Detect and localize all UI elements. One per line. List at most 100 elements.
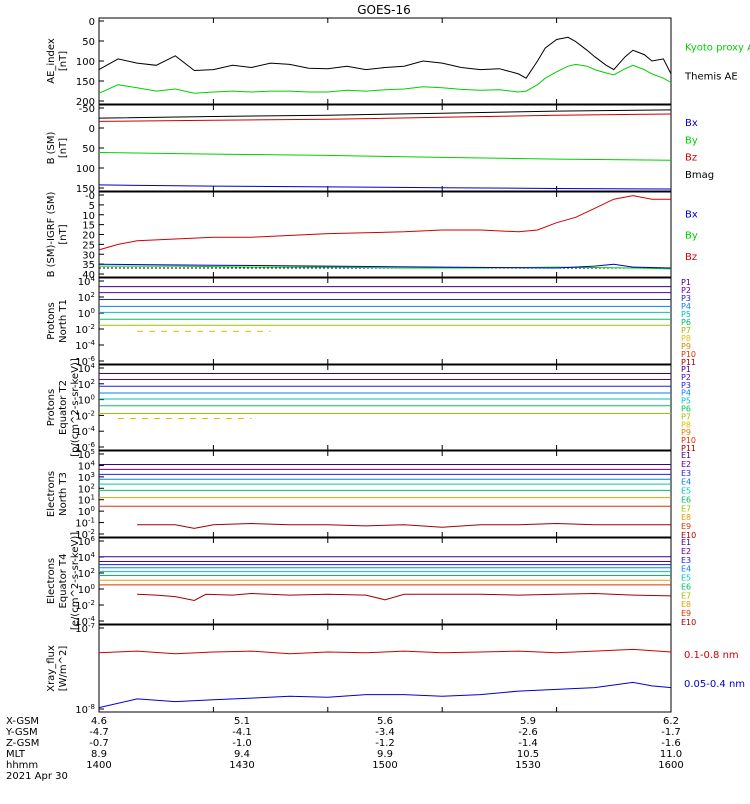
legend-p4: P4: [681, 389, 691, 398]
legend-p10: P10: [681, 436, 696, 445]
y-tick-label: 10-4: [75, 425, 95, 438]
legend-p11: P11: [681, 444, 696, 453]
legend-bx: Bx: [685, 118, 698, 129]
legend-by: By: [685, 135, 698, 146]
y-tick-label: 35: [82, 260, 95, 271]
series-line-0-05-0-4-nm: [98, 681, 672, 709]
x-row-value: 1530: [515, 760, 540, 771]
series-line-bx: [98, 184, 672, 190]
legend-e7: E7: [681, 504, 691, 513]
x-row-value: 10.5: [517, 749, 539, 760]
legend-e5: E5: [681, 574, 691, 583]
y-tick-label: 102: [78, 291, 95, 304]
legend-0-1-0-8-nm: 0.1-0.8 nm: [684, 650, 739, 661]
legend-p7: P7: [681, 412, 691, 421]
y-tick-label: 10-2: [75, 528, 95, 541]
y-tick-label: 0: [89, 17, 95, 28]
legend-themis-ae: Themis AE: [684, 71, 738, 82]
legend-p3: P3: [681, 381, 691, 390]
legend-p7: P7: [681, 326, 691, 335]
y-axis-unit: [nT]: [58, 51, 69, 71]
y-tick-label: 40: [82, 270, 95, 281]
plot-title: GOES-16: [357, 3, 411, 17]
y-axis-label: Protons: [46, 302, 57, 339]
legend-e4: E4: [681, 478, 691, 487]
y-tick-label: 104: [78, 275, 96, 288]
legend-p11: P11: [681, 358, 696, 367]
y-tick-label: 10-2: [75, 599, 95, 612]
panel-7: 106 104 102 100 10-2 10-4 Electrons Equator T4[…: [46, 532, 696, 630]
x-row-value: 5.6: [377, 716, 393, 727]
legend-p10: P10: [681, 350, 696, 359]
panel-1: 0 50 100 150 200 AE_index[nT] Kyoto proxy AE Th…: [46, 17, 750, 108]
legend-p6: P6: [681, 318, 691, 327]
y-axis-unit: [p/(cm^2-s-sr-keV)]: [70, 358, 81, 457]
legend-p2: P2: [681, 286, 691, 295]
y-axis-label: Protons: [46, 389, 57, 426]
series-line-bx: [98, 263, 672, 269]
x-row-label-z-gsm: Z-GSM: [6, 738, 39, 749]
y-tick-label: -50: [79, 104, 95, 115]
y-tick-label: 200: [76, 97, 95, 108]
legend-bx: Bx: [685, 209, 698, 220]
legend-e10: E10: [681, 618, 696, 627]
y-tick-label: 104: [78, 459, 96, 472]
panel-frame: [98, 191, 672, 278]
x-row-value: -1.2: [375, 738, 395, 749]
legend-p5: P5: [681, 397, 691, 406]
channel-line-noisy: [137, 592, 672, 602]
panel-frame: [98, 450, 672, 538]
legend-e8: E8: [681, 600, 691, 609]
x-row-label-y-gsm: Y-GSM: [5, 727, 38, 738]
legend-p6: P6: [681, 405, 691, 414]
y-tick-label: 10-8: [75, 703, 95, 716]
y-tick-label: 105: [78, 448, 95, 461]
legend-e1: E1: [681, 451, 691, 460]
y-tick-label: 103: [78, 471, 95, 484]
y-tick-label: 102: [78, 482, 95, 495]
channel-line-noisy: [137, 522, 671, 529]
legend-by: By: [685, 231, 698, 242]
series-line-by: [98, 152, 672, 161]
legend-e5: E5: [681, 487, 691, 496]
y-tick-label: 104: [78, 551, 96, 564]
x-row-value: 1500: [372, 760, 397, 771]
y-tick-label: 104: [78, 362, 96, 375]
y-tick-label: 50: [82, 144, 95, 155]
x-row-value: 1430: [229, 760, 254, 771]
y-tick-label: 100: [78, 307, 95, 320]
y-tick-label: 25: [82, 240, 95, 251]
series-line-bz: [98, 113, 672, 122]
y-axis-label: B (SM)-IGRF (SM): [46, 192, 57, 278]
y-tick-label: -0: [85, 191, 95, 202]
panel-frame: [98, 624, 672, 713]
legend-e2: E2: [681, 460, 691, 469]
y-axis-unit: [W/m^2]: [58, 646, 69, 692]
legend-0-05-0-4-nm: 0.05-0.4 nm: [684, 679, 745, 690]
y-tick-label: 15: [82, 221, 95, 232]
y-axis-label: AE_index: [46, 38, 57, 84]
y-axis-unit: [nT]: [58, 138, 69, 158]
y-tick-label: 10-6: [75, 441, 95, 454]
x-row-value: -4.1: [232, 727, 252, 738]
y-tick-label: 10-6: [75, 355, 95, 368]
x-row-value: 5.9: [520, 716, 536, 727]
y-tick-label: 10-2: [75, 323, 95, 336]
legend-bmag: Bmag: [685, 170, 714, 181]
y-tick-label: 10-7: [75, 622, 95, 635]
y-axis-label-2: Equator T2: [58, 380, 69, 435]
x-row-value: -1.0: [232, 738, 252, 749]
y-axis-label-2: Equator T4: [58, 554, 69, 609]
x-row-label-hhmm: hhmm: [6, 760, 38, 771]
plot-date: 2021 Apr 30: [6, 771, 68, 782]
x-row-value: -2.6: [518, 727, 538, 738]
x-row-value: -1.7: [661, 727, 681, 738]
legend-e9: E9: [681, 609, 691, 618]
panel-8: 10-7 10-8 Xray_flux [W/m^2] 0.1-0.8 nm 0.05-0…: [46, 622, 745, 716]
legend-bz: Bz: [685, 153, 697, 164]
y-tick-label: 10: [82, 211, 95, 222]
series-line-kyoto-proxy-ae: [98, 63, 672, 94]
x-row-value: 9.4: [234, 749, 250, 760]
series-line-by: [99, 265, 672, 270]
